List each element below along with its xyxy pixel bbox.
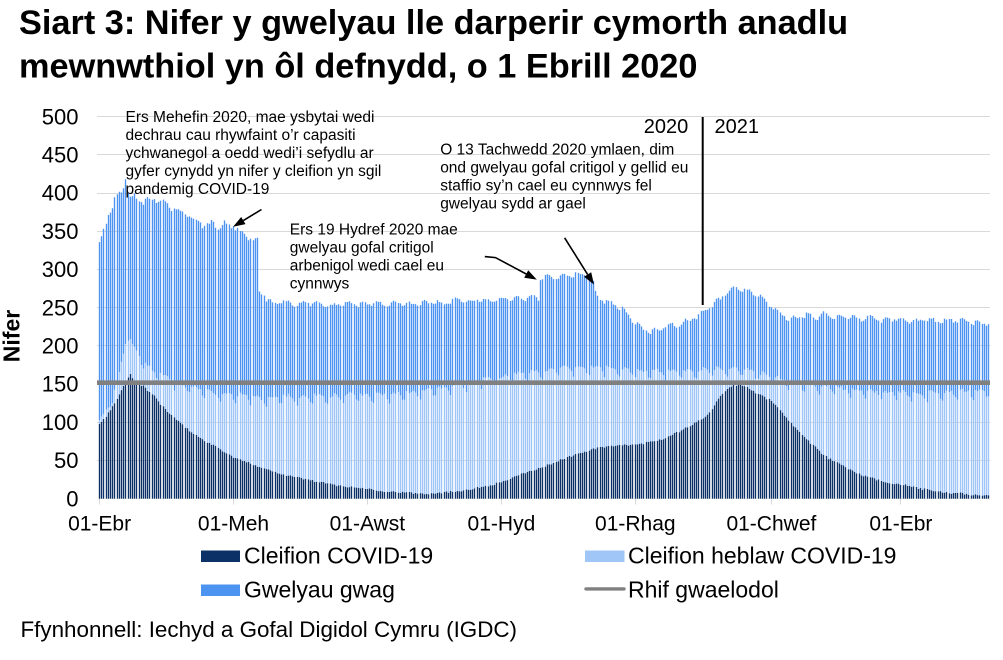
svg-text:300: 300 bbox=[42, 257, 79, 282]
svg-text:50: 50 bbox=[54, 448, 78, 473]
svg-text:Cleifion heblaw COVID-19: Cleifion heblaw COVID-19 bbox=[628, 543, 896, 569]
svg-text:dechrau cau rhywfaint o’r capa: dechrau cau rhywfaint o’r capasiti bbox=[126, 127, 356, 144]
svg-text:cynnwys: cynnwys bbox=[290, 276, 350, 293]
svg-text:250: 250 bbox=[42, 295, 79, 320]
svg-text:mewnwthiol yn ôl defnydd, o 1: mewnwthiol yn ôl defnydd, o 1 Ebrill 202… bbox=[19, 48, 697, 86]
svg-text:0: 0 bbox=[66, 486, 78, 511]
svg-text:350: 350 bbox=[42, 219, 79, 244]
svg-text:staffio sy’n cael eu cynnwys f: staffio sy’n cael eu cynnwys fel bbox=[440, 178, 652, 195]
svg-text:400: 400 bbox=[42, 181, 79, 206]
svg-text:Ffynhonnell: Iechyd a Gofal Di: Ffynhonnell: Iechyd a Gofal Digidol Cymr… bbox=[21, 617, 518, 642]
svg-text:pandemig COVID-19: pandemig COVID-19 bbox=[126, 181, 270, 198]
svg-text:ond gwelyau gofal critigol y g: ond gwelyau gofal critigol y gellid eu bbox=[440, 160, 688, 177]
svg-text:01-Ebr: 01-Ebr bbox=[68, 513, 131, 536]
svg-text:arbenigol wedi cael eu: arbenigol wedi cael eu bbox=[290, 258, 444, 275]
svg-text:150: 150 bbox=[42, 372, 79, 397]
svg-text:01-Awst: 01-Awst bbox=[330, 513, 406, 536]
svg-text:Ers 19 Hydref 2020 mae: Ers 19 Hydref 2020 mae bbox=[290, 222, 458, 239]
svg-text:Rhif gwaelodol: Rhif gwaelodol bbox=[628, 577, 779, 603]
svg-text:gwelyau gofal critigol: gwelyau gofal critigol bbox=[290, 240, 434, 257]
svg-text:500: 500 bbox=[42, 104, 79, 129]
svg-text:Nifer: Nifer bbox=[0, 310, 25, 362]
svg-text:Siart 3: Nifer y gwelyau lle d: Siart 3: Nifer y gwelyau lle darperir cy… bbox=[19, 4, 848, 42]
svg-text:100: 100 bbox=[42, 410, 79, 435]
svg-text:Cleifion COVID-19: Cleifion COVID-19 bbox=[244, 543, 433, 569]
svg-text:Ers Mehefin 2020, mae ysbytai: Ers Mehefin 2020, mae ysbytai wedi bbox=[126, 109, 375, 126]
svg-text:01-Chwef: 01-Chwef bbox=[726, 513, 816, 536]
svg-text:01-Hyd: 01-Hyd bbox=[468, 513, 536, 536]
svg-text:Gwelyau gwag: Gwelyau gwag bbox=[244, 577, 395, 603]
svg-text:01-Meh: 01-Meh bbox=[198, 513, 269, 536]
svg-text:200: 200 bbox=[42, 334, 79, 359]
svg-text:2020: 2020 bbox=[644, 116, 689, 138]
svg-text:ychwanegol a oedd wedi’i sefyd: ychwanegol a oedd wedi’i sefydlu ar bbox=[126, 145, 374, 162]
svg-text:01-Ebr: 01-Ebr bbox=[869, 513, 932, 536]
svg-text:01-Rhag: 01-Rhag bbox=[595, 513, 676, 536]
svg-text:gwelyau sydd ar gael: gwelyau sydd ar gael bbox=[440, 196, 586, 213]
svg-text:2021: 2021 bbox=[715, 116, 760, 138]
svg-text:gyfer cynydd yn nifer y cleifi: gyfer cynydd yn nifer y cleifion yn sgil bbox=[126, 163, 382, 180]
svg-text:O 13 Tachwedd 2020 ymlaen, dim: O 13 Tachwedd 2020 ymlaen, dim bbox=[440, 142, 674, 159]
svg-text:450: 450 bbox=[42, 143, 79, 168]
